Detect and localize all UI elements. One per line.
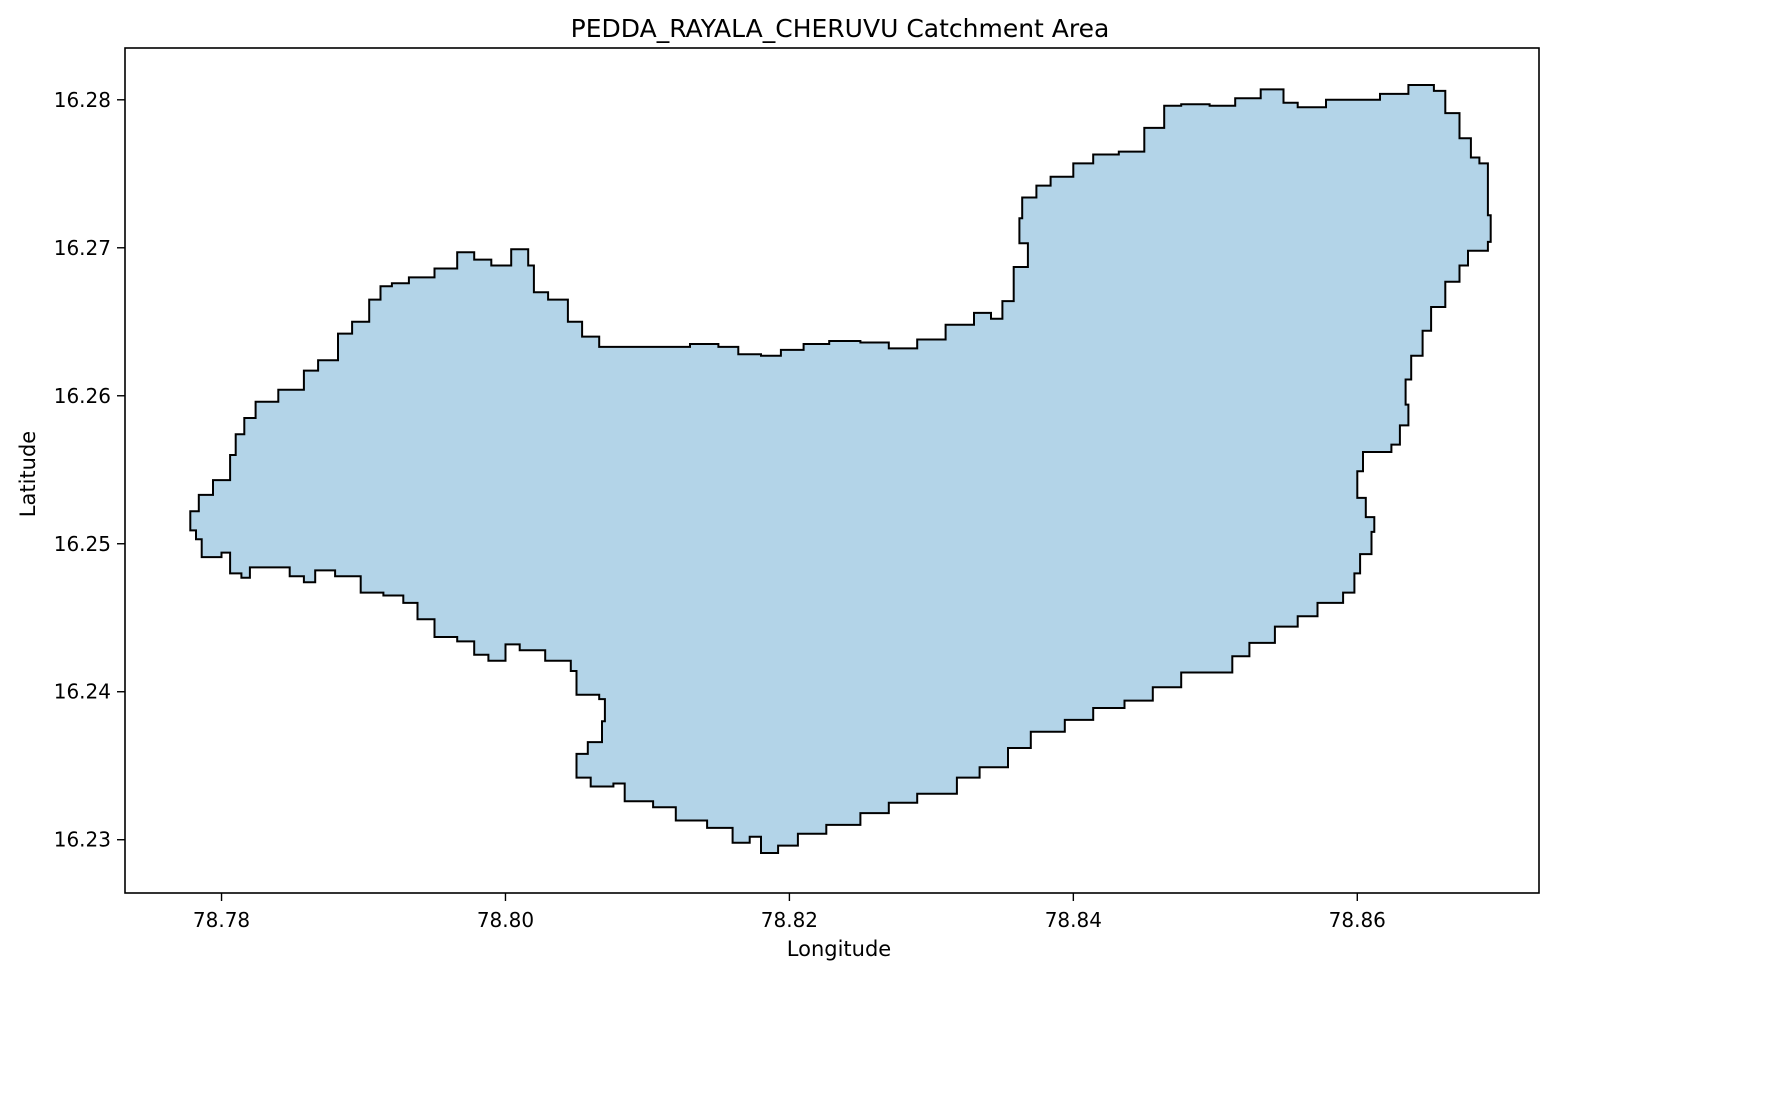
- plot-area: [124, 47, 1540, 894]
- x-axis-label: Longitude: [787, 937, 891, 961]
- x-tick-label: 78.86: [1329, 908, 1386, 932]
- catchment-area-polygon: [189, 84, 1492, 854]
- x-axis-ticks: 78.78 78.80 78.82 78.84 78.86: [193, 893, 1386, 932]
- chart-title: PEDDA_RAYALA_CHERUVU Catchment Area: [571, 14, 1110, 43]
- axes-frame: [124, 47, 1540, 894]
- x-tick-label: 78.78: [193, 908, 250, 932]
- y-axis-ticks: 16.23 16.24 16.25 16.26 16.27 16.28: [54, 88, 125, 852]
- y-tick-label: 16.27: [54, 236, 111, 260]
- y-tick-label: 16.28: [54, 88, 111, 112]
- y-tick-label: 16.24: [54, 680, 111, 704]
- y-axis-label: Latitude: [16, 431, 40, 517]
- x-tick-label: 78.80: [477, 908, 534, 932]
- y-tick-label: 16.23: [54, 828, 111, 852]
- x-tick-label: 78.82: [761, 908, 818, 932]
- y-tick-label: 16.25: [54, 532, 111, 556]
- x-tick-label: 78.84: [1045, 908, 1102, 932]
- y-tick-label: 16.26: [54, 384, 111, 408]
